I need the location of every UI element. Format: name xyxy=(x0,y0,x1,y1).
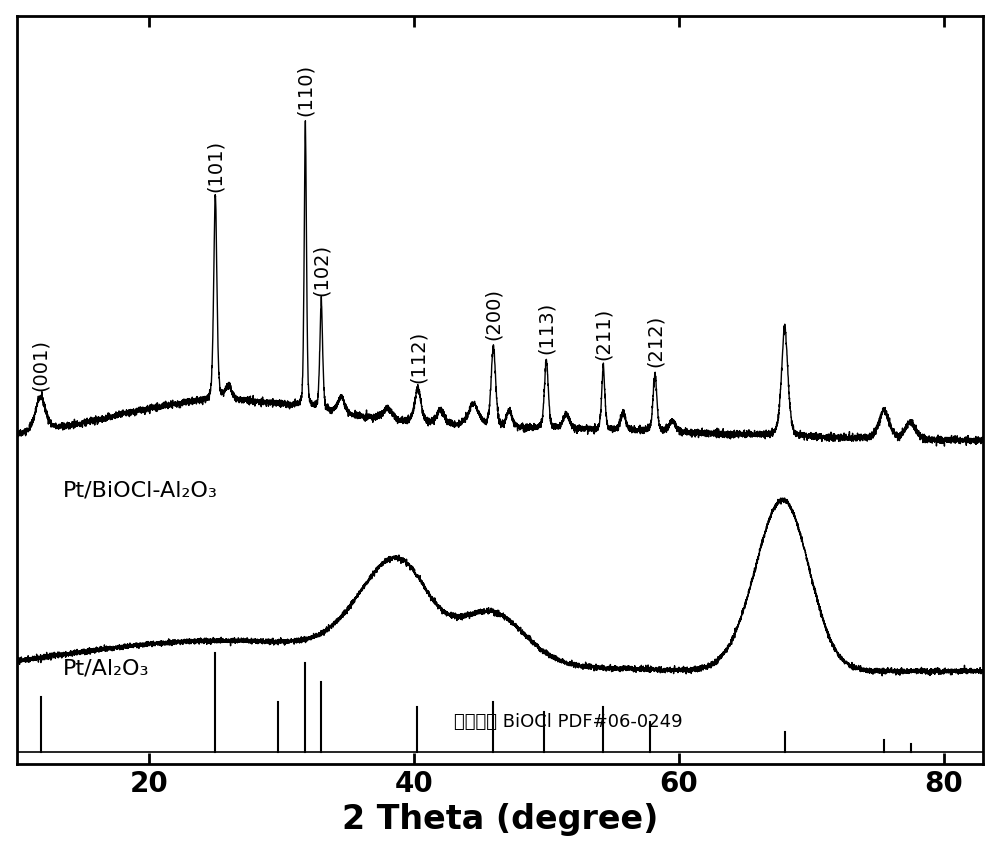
Text: Pt/BiOCl-Al₂O₃: Pt/BiOCl-Al₂O₃ xyxy=(63,480,218,500)
X-axis label: 2 Theta (degree): 2 Theta (degree) xyxy=(342,803,658,835)
Text: (200): (200) xyxy=(484,287,503,339)
Text: (211): (211) xyxy=(594,307,613,360)
Text: (101): (101) xyxy=(206,140,225,192)
Text: (110): (110) xyxy=(296,63,315,116)
Text: (102): (102) xyxy=(312,243,331,296)
Text: (112): (112) xyxy=(408,331,427,383)
Text: (001): (001) xyxy=(31,339,50,391)
Text: Pt/Al₂O₃: Pt/Al₂O₃ xyxy=(63,658,150,677)
Text: (113): (113) xyxy=(537,302,556,354)
Text: (212): (212) xyxy=(645,314,664,367)
Text: 标准卡片 BiOCl PDF#06-0249: 标准卡片 BiOCl PDF#06-0249 xyxy=(454,711,682,730)
